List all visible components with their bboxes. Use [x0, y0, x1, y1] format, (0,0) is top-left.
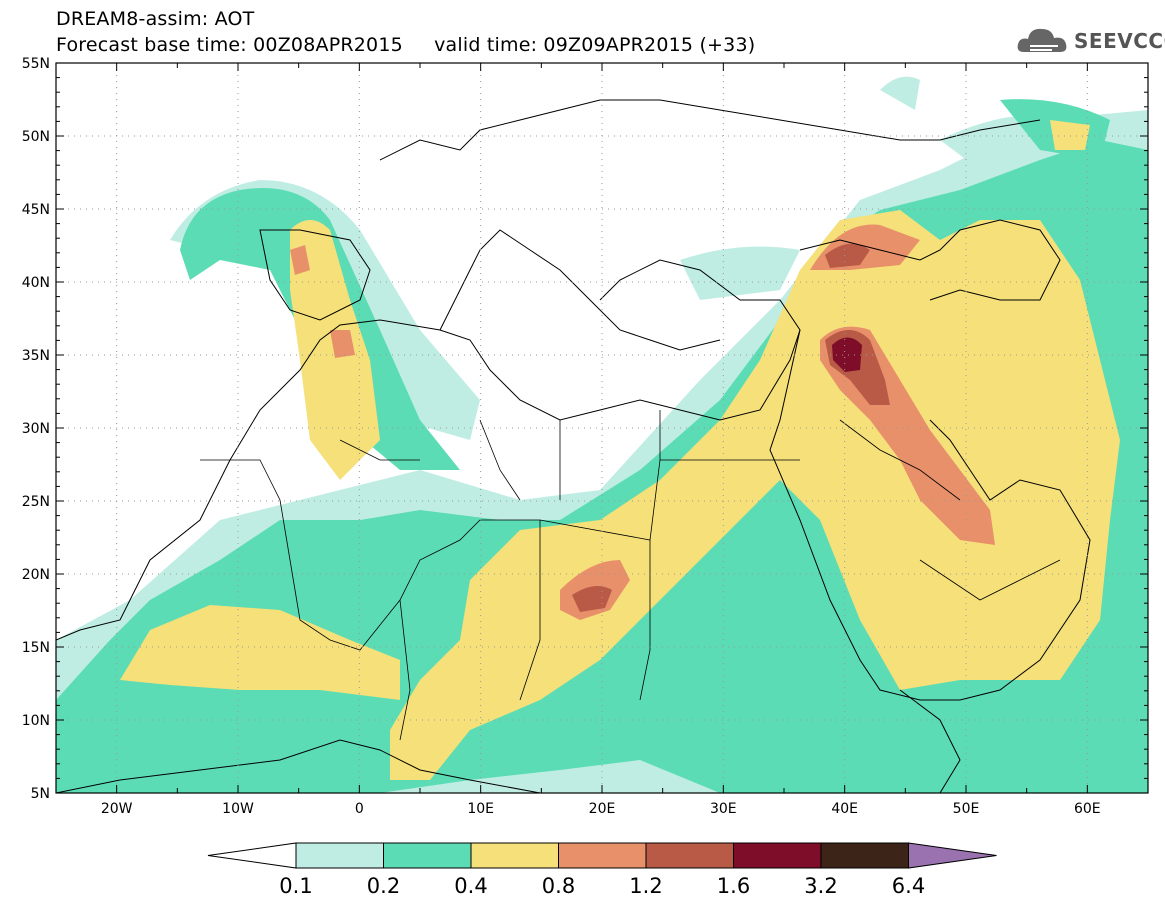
graticule [56, 63, 1148, 793]
colorbar-label: 0.1 [279, 874, 312, 898]
lat-tick-label: 10N [22, 713, 50, 729]
colorbar-swatch [383, 842, 472, 869]
lat-labels: 55N 50N 45N 40N 35N 30N 25N 20N 15N 10N 5N [22, 56, 50, 802]
lon-labels: 20W 10W 0 10E 20E 30E 40E 50E 60E [101, 801, 1101, 817]
lon-tick-label: 0 [355, 801, 364, 817]
colorbar-high-extension [908, 842, 997, 869]
aot-field [56, 76, 1148, 793]
lat-tick-label: 45N [22, 202, 50, 218]
map-title: DREAM8-assim: AOT [56, 8, 255, 30]
aot-band-1.6 [832, 337, 862, 372]
lon-tick-label: 10E [467, 801, 494, 817]
colorbar-swatch [820, 842, 909, 869]
lat-tick-label: 30N [22, 421, 50, 437]
forecast-time-info: Forecast base time: 00Z08APR2015 valid t… [56, 34, 756, 56]
cloud-icon [1017, 28, 1067, 52]
colorbar-label: 0.2 [367, 874, 400, 898]
colorbar-label: 0.8 [542, 874, 575, 898]
lon-tick-label: 20E [589, 801, 616, 817]
colorbar-label: 3.2 [804, 874, 837, 898]
coastlines [56, 99, 1091, 793]
lat-tick-label: 25N [22, 494, 50, 510]
seevccc-logo: SEEVCCC [1016, 22, 1165, 58]
lon-tick-label: 50E [953, 801, 980, 817]
lat-tick-label: 55N [22, 56, 50, 72]
colorbar-label: 1.2 [629, 874, 662, 898]
colorbar-swatch [733, 842, 822, 869]
lon-tick-label: 40E [831, 801, 858, 817]
tick-marks [55, 62, 1149, 794]
colorbar-label: 6.4 [892, 874, 925, 898]
colorbar-low-extension [207, 842, 297, 869]
logo-text: SEEVCCC [1074, 29, 1165, 53]
colorbar-labels: 0.1 0.2 0.4 0.8 1.2 1.6 3.2 6.4 [279, 874, 925, 898]
colorbar-swatch [295, 842, 384, 869]
colorbar-swatch [645, 842, 734, 869]
lon-tick-label: 10W [222, 801, 254, 817]
lat-tick-label: 50N [22, 129, 50, 145]
lat-tick-label: 35N [22, 348, 50, 364]
colorbar-label: 0.4 [454, 874, 487, 898]
lat-tick-label: 40N [22, 275, 50, 291]
lat-tick-label: 15N [22, 640, 50, 656]
colorbar-swatch [470, 842, 559, 869]
country-borders [200, 410, 1061, 741]
lat-tick-label: 20N [22, 567, 50, 583]
colorbar-label: 1.6 [717, 874, 750, 898]
colorbar-swatch [558, 842, 647, 869]
lat-tick-label: 5N [31, 786, 50, 802]
lon-tick-label: 20W [101, 801, 133, 817]
lon-tick-label: 60E [1074, 801, 1101, 817]
colorbar [207, 842, 997, 869]
lon-tick-label: 30E [710, 801, 737, 817]
